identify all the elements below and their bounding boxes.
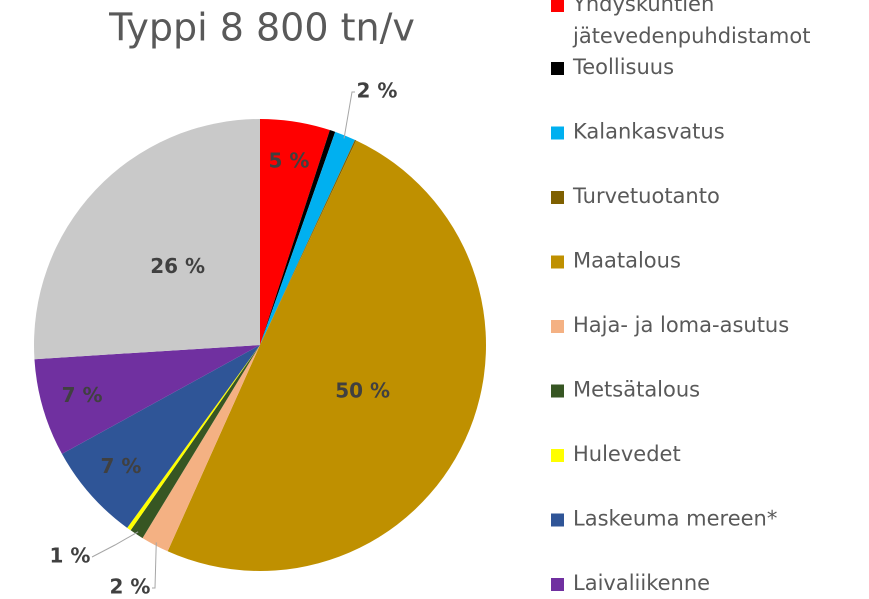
data-label: 2 % [110, 575, 151, 599]
legend-swatch [551, 126, 564, 140]
data-label: 5 % [269, 148, 310, 172]
legend-label: Hulevedet [573, 442, 681, 466]
leader-line [343, 91, 355, 139]
pie-slice [260, 139, 357, 345]
pie-slice [260, 119, 330, 345]
legend-label: Laivaliikenne [573, 571, 710, 595]
leader-line [91, 531, 139, 558]
legend-label: Maatalous [573, 249, 681, 273]
legend-label: Teollisuus [572, 55, 674, 79]
pie-slice [33, 119, 260, 360]
pie-slice [127, 345, 261, 531]
pie-slice [260, 130, 336, 345]
legend-label: Laskeuma mereen* [573, 507, 777, 531]
pie-slice [260, 131, 355, 345]
legend-label: Turvetuotanto [572, 184, 720, 208]
pie-slice [34, 345, 261, 454]
legend-swatch [551, 0, 564, 12]
legend-label: Haja- ja loma-asutus [573, 313, 789, 337]
data-label: 2 % [357, 79, 398, 103]
pie-slice [61, 345, 261, 528]
pie-slice [167, 140, 487, 572]
pie-slice [142, 345, 260, 552]
legend-swatch [551, 449, 564, 462]
legend-label: Metsätalous [573, 378, 700, 402]
legend-swatch [551, 255, 564, 269]
data-label: 26 % [150, 254, 205, 278]
legend-swatch [551, 62, 564, 75]
chart-title: Typpi 8 800 tn/v [108, 6, 415, 50]
legend-swatch [551, 384, 564, 398]
pie-slice [130, 345, 260, 539]
legend-swatch [551, 320, 564, 333]
leader-line [152, 542, 157, 589]
legend-label: Yhdyskuntien jätevedenpuhdistamot [572, 0, 810, 48]
data-label: 50 % [335, 379, 390, 403]
legend-label: Kalankasvatus [573, 120, 725, 144]
data-label: 7 % [101, 454, 142, 478]
legend-swatch [551, 513, 564, 527]
data-label: 7 % [62, 383, 103, 407]
legend-swatch [551, 578, 564, 591]
legend-swatch [551, 191, 564, 204]
data-label: 1 % [50, 544, 91, 568]
